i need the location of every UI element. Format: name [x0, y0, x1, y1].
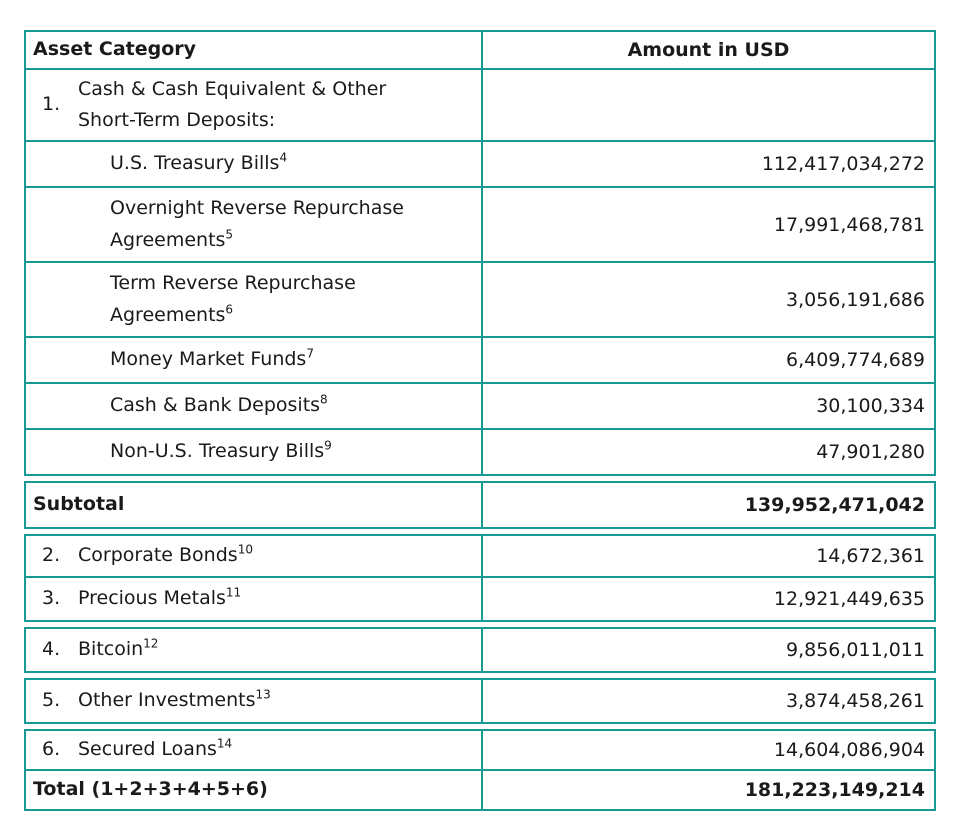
row-number: 4.: [42, 638, 61, 661]
row-number: 1.: [42, 93, 61, 116]
footnote-ref: 7: [306, 347, 314, 361]
row-amount: 14,672,361: [816, 545, 925, 567]
row-label-text: Non-U.S. Treasury Bills9: [110, 439, 332, 463]
table-section-bonds-metals: 2. Corporate Bonds10 14,672,361 3. Preci…: [24, 534, 936, 622]
col-header-asset-category: Asset Category: [26, 32, 483, 68]
table-section-bitcoin: 4. Bitcoin12 9,856,011,011: [24, 627, 936, 673]
row-label-text: Overnight Reverse Repurchase Agreements5: [110, 197, 404, 251]
col-header-amount-in-usd: Amount in USD: [627, 39, 790, 61]
table-row-us-treasury-bills: U.S. Treasury Bills4 112,417,034,272: [26, 140, 934, 186]
table-section-loans-total: 6. Secured Loans14 14,604,086,904 Total …: [24, 729, 936, 811]
row-label-text: U.S. Treasury Bills4: [110, 151, 288, 175]
row-amount: 47,901,280: [816, 441, 925, 463]
row-amount: 3,056,191,686: [785, 288, 925, 311]
row-label: Non-U.S. Treasury Bills9: [26, 430, 483, 474]
row-amount: 112,417,034,272: [761, 153, 925, 175]
row-amount: 12,921,449,635: [773, 588, 925, 610]
table-row-cash-category: 1. Cash & Cash Equivalent & Other Short-…: [26, 68, 934, 140]
row-label: 5. Other Investments13: [26, 680, 483, 722]
table-row-bitcoin: 4. Bitcoin12 9,856,011,011: [26, 629, 934, 671]
table-row-secured-loans: 6. Secured Loans14 14,604,086,904: [26, 731, 934, 769]
table-row-cash-bank-deposits: Cash & Bank Deposits8 30,100,334: [26, 382, 934, 428]
table-row-money-market-funds: Money Market Funds7 6,409,774,689: [26, 336, 934, 382]
table-row-other-investments: 5. Other Investments13 3,874,458,261: [26, 680, 934, 722]
subtotal-row: Subtotal 139,952,471,042: [26, 483, 934, 527]
row-label-text: Other Investments13: [78, 688, 271, 712]
row-amount: 14,604,086,904: [773, 739, 925, 761]
row-amount: 9,856,011,011: [785, 639, 925, 661]
row-label-text: Precious Metals11: [78, 586, 242, 610]
row-label-text: Corporate Bonds10: [78, 543, 253, 567]
row-label: 2. Corporate Bonds10: [26, 536, 483, 576]
row-label: Term Reverse Repurchase Agreements6: [26, 263, 483, 336]
row-label-text: Secured Loans14: [78, 737, 233, 761]
row-label: Overnight Reverse Repurchase Agreements5: [26, 188, 483, 261]
footnote-ref: 10: [237, 543, 253, 557]
row-amount: 3,874,458,261: [785, 690, 925, 712]
row-label: 1. Cash & Cash Equivalent & Other Short-…: [26, 70, 483, 140]
row-label: 3. Precious Metals11: [26, 578, 483, 620]
row-label: Subtotal: [26, 483, 483, 527]
table-row-non-us-treasury-bills: Non-U.S. Treasury Bills9 47,901,280: [26, 428, 934, 474]
row-label-text: Term Reverse Repurchase Agreements6: [110, 272, 356, 326]
total-row: Total (1+2+3+4+5+6) 181,223,149,214: [26, 769, 934, 809]
table-row-overnight-reverse-repo: Overnight Reverse Repurchase Agreements5…: [26, 186, 934, 261]
table-section-other-investments: 5. Other Investments13 3,874,458,261: [24, 678, 936, 724]
row-amount: 30,100,334: [816, 395, 925, 417]
footnote-ref: 11: [225, 586, 242, 600]
table-section-cash-group: Asset Category Amount in USD 1. Cash & C…: [24, 30, 936, 476]
row-number: 2.: [42, 544, 61, 567]
footnote-ref: 14: [216, 737, 233, 751]
row-amount: 17,991,468,781: [773, 213, 925, 236]
table-row-precious-metals: 3. Precious Metals11 12,921,449,635: [26, 576, 934, 620]
footnote-ref: 8: [320, 393, 328, 407]
footnote-ref: 9: [324, 439, 332, 453]
reserves-table: Asset Category Amount in USD 1. Cash & C…: [24, 30, 936, 811]
row-amount: [483, 70, 934, 140]
table-row-corporate-bonds: 2. Corporate Bonds10 14,672,361: [26, 536, 934, 576]
row-label: Money Market Funds7: [26, 338, 483, 382]
footnote-ref: 12: [143, 637, 159, 651]
row-amount: 6,409,774,689: [785, 349, 925, 371]
row-number: 3.: [42, 587, 61, 610]
footnote-ref: 13: [255, 688, 271, 702]
row-label: 6. Secured Loans14: [26, 731, 483, 769]
row-label: U.S. Treasury Bills4: [26, 142, 483, 186]
table-section-subtotal: Subtotal 139,952,471,042: [24, 481, 936, 529]
row-label: 4. Bitcoin12: [26, 629, 483, 671]
footnote-ref: 5: [225, 227, 234, 242]
table-header-row: Asset Category Amount in USD: [26, 32, 934, 68]
row-label: Cash & Bank Deposits8: [26, 384, 483, 428]
row-label-text: Money Market Funds7: [110, 347, 314, 371]
row-label: Total (1+2+3+4+5+6): [26, 771, 483, 809]
row-amount: 181,223,149,214: [744, 779, 925, 801]
row-number: 5.: [42, 689, 61, 712]
footnote-ref: 6: [225, 302, 234, 317]
row-label-text: Cash & Cash Equivalent & Other Short-Ter…: [78, 77, 387, 131]
footnote-ref: 4: [279, 151, 288, 165]
row-label-text: Bitcoin12: [78, 637, 159, 661]
row-label-text: Cash & Bank Deposits8: [110, 393, 328, 417]
table-row-term-reverse-repo: Term Reverse Repurchase Agreements6 3,05…: [26, 261, 934, 336]
row-amount: 139,952,471,042: [744, 494, 925, 516]
row-number: 6.: [42, 738, 61, 761]
